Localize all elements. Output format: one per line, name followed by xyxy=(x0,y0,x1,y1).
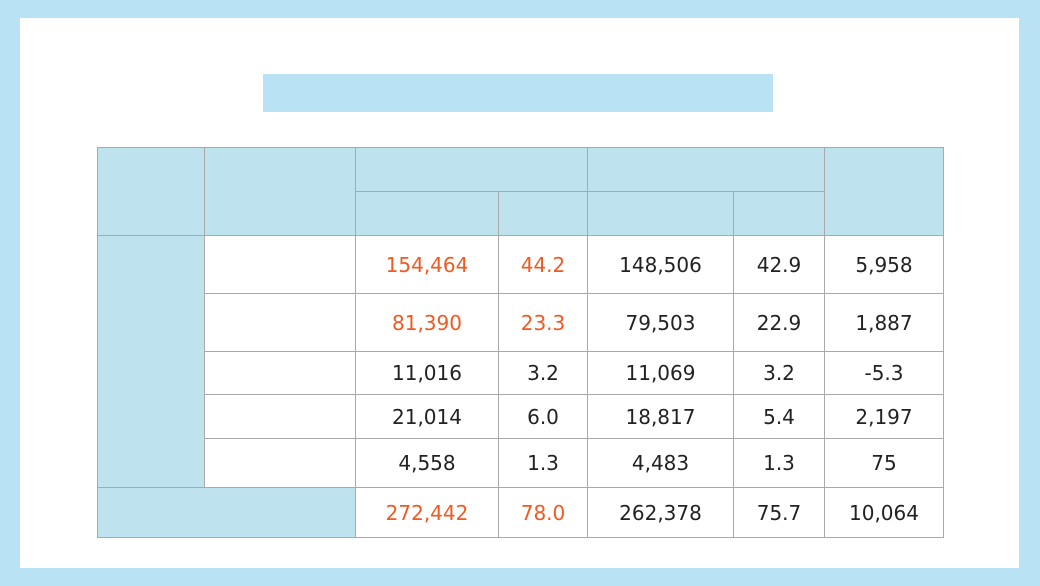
row-type xyxy=(204,438,356,488)
row-type xyxy=(204,394,356,439)
row-type xyxy=(204,293,356,352)
recruit-2022: 4,483 xyxy=(587,438,734,488)
total-row: 272,442 78.0 262,378 75.7 10,064 xyxy=(97,487,944,538)
table-row: 4,558 1.3 4,483 1.3 75 xyxy=(98,438,944,488)
recruit-2022: 11,069 xyxy=(587,351,734,395)
header-recruit-2022 xyxy=(587,191,734,236)
total-change: 10,064 xyxy=(824,487,944,538)
total-label xyxy=(97,487,356,538)
change-value: 5,958 xyxy=(824,235,944,294)
table-row: 81,390 23.3 79,503 22.9 1,887 xyxy=(98,293,944,352)
total-recruit-2023: 272,442 xyxy=(355,487,499,538)
ratio-2023: 6.0 xyxy=(498,394,588,439)
recruit-2022: 18,817 xyxy=(587,394,734,439)
total-ratio-2023: 78.0 xyxy=(498,487,588,538)
row-type xyxy=(204,235,356,294)
group-label xyxy=(97,235,205,488)
ratio-2023: 3.2 xyxy=(498,351,588,395)
table-row: 154,464 44.2 148,506 42.9 5,958 xyxy=(97,235,944,488)
ratio-2022: 5.4 xyxy=(733,394,825,439)
ratio-2023: 44.2 xyxy=(498,235,588,294)
recruit-2022: 79,503 xyxy=(587,293,734,352)
header-ratio-2023 xyxy=(498,191,588,236)
ratio-2023: 23.3 xyxy=(498,293,588,352)
header-type xyxy=(204,147,356,236)
total-ratio-2022: 75.7 xyxy=(733,487,825,538)
ratio-2022: 1.3 xyxy=(733,438,825,488)
table-row: 21,014 6.0 18,817 5.4 2,197 xyxy=(98,394,944,439)
change-value: 75 xyxy=(824,438,944,488)
header-recruit-2023 xyxy=(355,191,499,236)
ratio-2022: 22.9 xyxy=(733,293,825,352)
admission-table: 154,464 44.2 148,506 42.9 5,958 81,390 2… xyxy=(97,147,944,538)
table-row: 11,016 3.2 11,069 3.2 -5.3 xyxy=(98,351,944,395)
change-value: 2,197 xyxy=(824,394,944,439)
change-value: 1,887 xyxy=(824,293,944,352)
header-2022 xyxy=(587,147,825,192)
change-value: -5.3 xyxy=(824,351,944,395)
recruit-2023: 21,014 xyxy=(355,394,499,439)
header-category xyxy=(97,147,205,236)
ratio-2022: 3.2 xyxy=(733,351,825,395)
header-2023 xyxy=(355,147,588,192)
total-recruit-2022: 262,378 xyxy=(587,487,734,538)
recruit-2023: 4,558 xyxy=(355,438,499,488)
header-ratio-2022 xyxy=(733,191,825,236)
header-change xyxy=(824,147,944,236)
ratio-2023: 1.3 xyxy=(498,438,588,488)
recruit-2023: 81,390 xyxy=(355,293,499,352)
recruit-2023: 11,016 xyxy=(355,351,499,395)
recruit-2023: 154,464 xyxy=(355,235,499,294)
recruit-2022: 148,506 xyxy=(587,235,734,294)
title-highlight xyxy=(263,74,773,112)
content-card: 154,464 44.2 148,506 42.9 5,958 81,390 2… xyxy=(20,18,1019,568)
ratio-2022: 42.9 xyxy=(733,235,825,294)
row-type xyxy=(204,351,356,395)
